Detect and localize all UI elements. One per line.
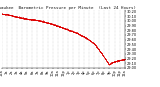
Title: Milwaukee  Barometric Pressure per Minute  (Last 24 Hours): Milwaukee Barometric Pressure per Minute…	[0, 6, 136, 10]
